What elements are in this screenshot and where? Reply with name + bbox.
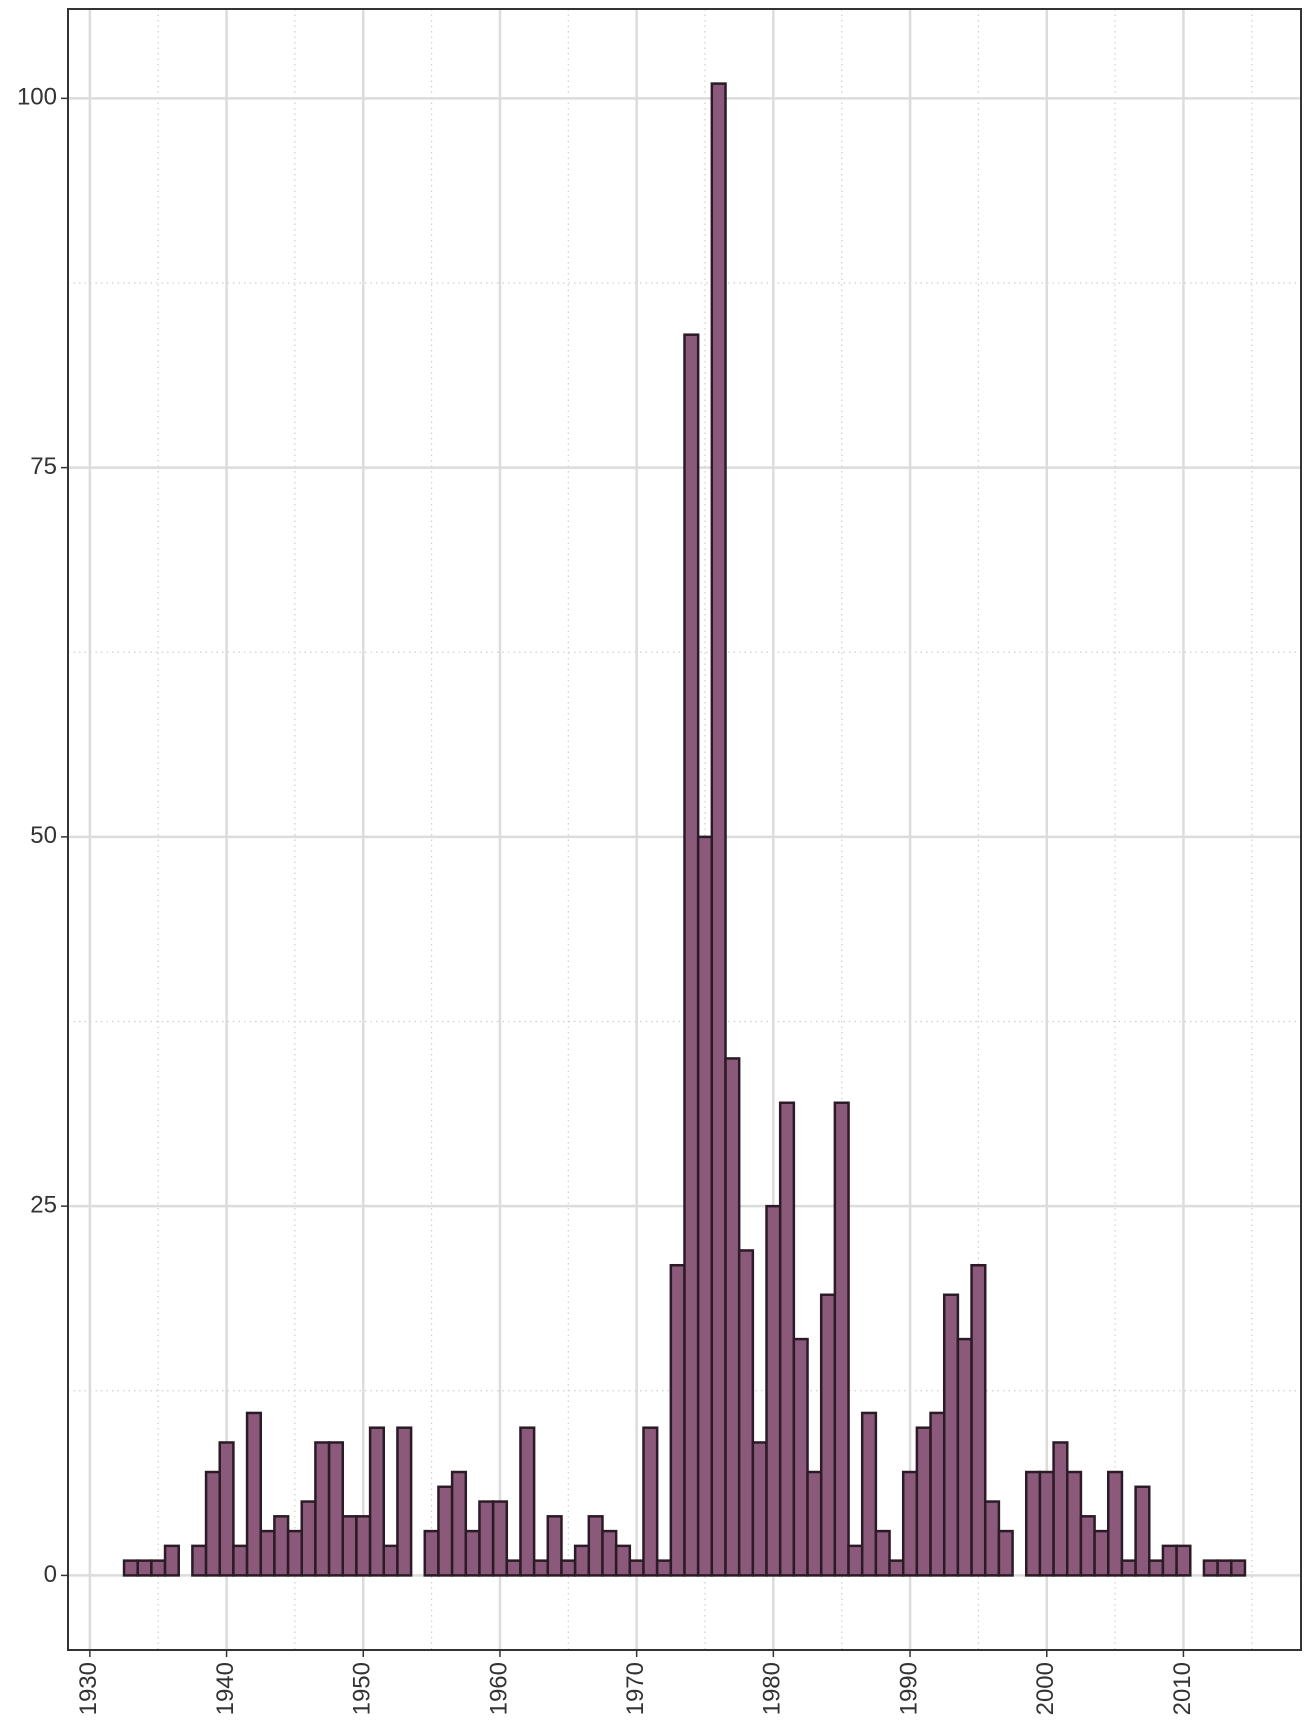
bar bbox=[1065, 1470, 1083, 1577]
bar bbox=[833, 1101, 850, 1577]
bar bbox=[997, 1529, 1014, 1577]
bar bbox=[724, 1057, 741, 1577]
y-tick-label: 50 bbox=[30, 822, 57, 849]
bar bbox=[314, 1441, 331, 1577]
bar bbox=[765, 1204, 782, 1577]
bar bbox=[929, 1411, 946, 1577]
bar bbox=[710, 82, 727, 1577]
bar bbox=[655, 1559, 673, 1577]
bar bbox=[614, 1544, 632, 1577]
bar bbox=[1175, 1544, 1192, 1577]
bar bbox=[204, 1470, 221, 1577]
bar bbox=[874, 1529, 891, 1577]
bar bbox=[341, 1515, 358, 1577]
bar bbox=[819, 1293, 837, 1577]
x-tick-label: 1950 bbox=[349, 1662, 376, 1715]
x-tick-label: 1990 bbox=[895, 1662, 922, 1715]
bar bbox=[970, 1263, 987, 1577]
bar bbox=[806, 1470, 823, 1577]
bar bbox=[273, 1515, 290, 1577]
bar bbox=[1038, 1470, 1055, 1577]
bar bbox=[232, 1544, 249, 1577]
bar bbox=[792, 1337, 809, 1577]
y-tick-label: 25 bbox=[30, 1191, 57, 1218]
x-tick-label: 1980 bbox=[759, 1662, 786, 1715]
bar bbox=[355, 1515, 372, 1577]
y-tick-label: 75 bbox=[30, 453, 57, 480]
bar bbox=[136, 1559, 153, 1577]
bar bbox=[751, 1441, 768, 1577]
y-tick-label: 100 bbox=[17, 84, 57, 111]
bar bbox=[573, 1544, 591, 1577]
x-tick-label: 1940 bbox=[212, 1662, 239, 1715]
bar bbox=[1134, 1485, 1151, 1577]
bar bbox=[628, 1559, 645, 1577]
x-tick-label: 2010 bbox=[1169, 1662, 1196, 1715]
bar bbox=[519, 1426, 536, 1577]
bar bbox=[464, 1529, 481, 1577]
bar bbox=[300, 1500, 317, 1577]
bar bbox=[587, 1515, 604, 1577]
x-tick-label: 1930 bbox=[75, 1662, 102, 1715]
bar bbox=[191, 1544, 208, 1577]
bar bbox=[245, 1411, 262, 1577]
bar bbox=[218, 1441, 235, 1577]
panel-border bbox=[67, 8, 1302, 1651]
bar bbox=[696, 835, 714, 1577]
bar bbox=[163, 1544, 180, 1577]
bar bbox=[1161, 1544, 1178, 1577]
bar bbox=[505, 1559, 522, 1577]
bar bbox=[1093, 1529, 1110, 1577]
bar bbox=[491, 1500, 509, 1577]
bar bbox=[1202, 1559, 1219, 1577]
bar bbox=[737, 1249, 755, 1577]
x-tick-label: 1960 bbox=[485, 1662, 512, 1715]
bar bbox=[860, 1411, 878, 1577]
bar bbox=[1107, 1470, 1124, 1577]
bar bbox=[669, 1263, 686, 1577]
bar bbox=[888, 1559, 905, 1577]
bar bbox=[847, 1544, 864, 1577]
bar bbox=[601, 1529, 618, 1577]
bar bbox=[532, 1559, 550, 1577]
bar bbox=[327, 1441, 345, 1577]
bar bbox=[368, 1426, 386, 1577]
bar bbox=[1120, 1559, 1137, 1577]
x-tick-label: 2000 bbox=[1032, 1662, 1059, 1715]
bar bbox=[915, 1426, 932, 1577]
bar bbox=[396, 1426, 413, 1577]
bar bbox=[901, 1470, 919, 1577]
bar bbox=[450, 1470, 468, 1577]
bar bbox=[683, 333, 700, 1577]
bar bbox=[956, 1337, 973, 1577]
bar bbox=[122, 1559, 139, 1577]
bar bbox=[546, 1515, 563, 1577]
y-tick-label: 0 bbox=[44, 1561, 57, 1588]
bar bbox=[437, 1485, 454, 1577]
bar bbox=[150, 1559, 167, 1577]
bar bbox=[478, 1500, 495, 1577]
bar bbox=[259, 1529, 276, 1577]
bar bbox=[642, 1426, 659, 1577]
bar bbox=[286, 1529, 304, 1577]
bar bbox=[983, 1500, 1001, 1577]
bar bbox=[423, 1529, 440, 1577]
bar bbox=[1079, 1515, 1096, 1577]
bar bbox=[942, 1293, 960, 1577]
bar bbox=[1230, 1559, 1247, 1577]
bar bbox=[1024, 1470, 1042, 1577]
bar bbox=[1216, 1559, 1233, 1577]
x-tick-label: 1970 bbox=[622, 1662, 649, 1715]
bar bbox=[1052, 1441, 1069, 1577]
bar bbox=[382, 1544, 399, 1577]
bar bbox=[1148, 1559, 1165, 1577]
bar bbox=[778, 1101, 796, 1577]
bar bbox=[560, 1559, 577, 1577]
